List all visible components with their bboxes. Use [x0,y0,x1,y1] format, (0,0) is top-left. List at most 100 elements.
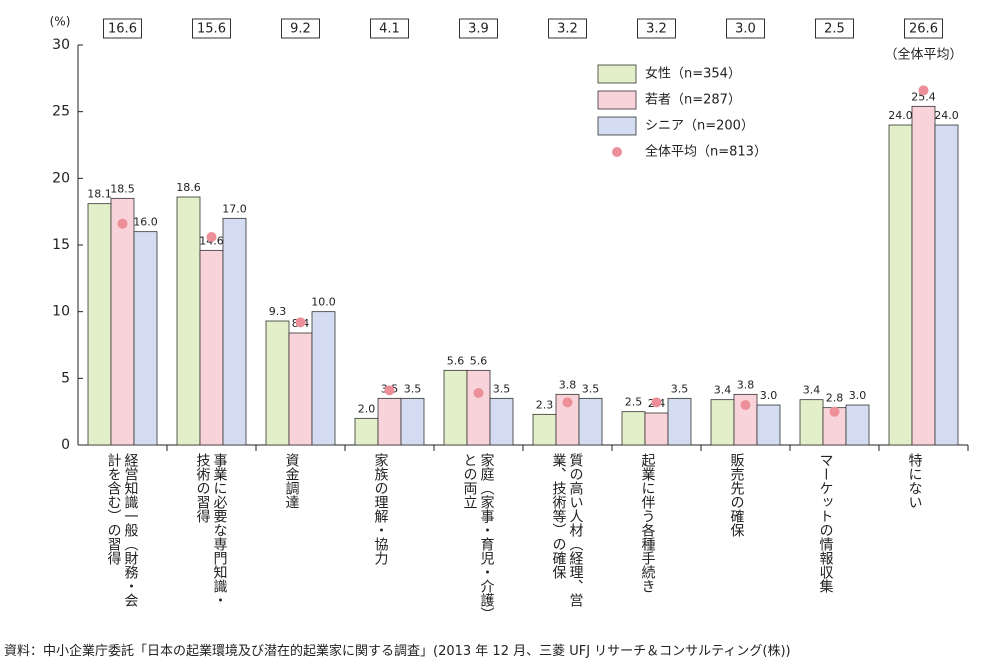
bar [377,397,402,446]
bar [489,397,514,446]
x-tick-label: 経営知識一般（財務・会計を含む）の習得 [105,453,139,607]
x-tick-label: 資金調達 [283,453,300,509]
legend-swatch [612,147,622,157]
average-box-label: 3.2 [557,22,578,37]
y-tick-label: 25 [52,104,70,120]
data-label: 3.5 [493,382,511,395]
average-box-label: 3.9 [468,22,489,37]
average-box [103,18,142,39]
average-dot [295,317,306,328]
average-box [815,18,854,39]
x-tick-label: 家庭（家事・育児・介護）との両立 [461,453,495,614]
bar [667,397,692,446]
data-label: 3.5 [671,382,689,395]
data-label: 25.4 [911,90,936,103]
data-label: 3.5 [404,382,422,395]
average-dot [206,232,217,242]
average-box [281,18,320,39]
bar [578,397,603,446]
bar [133,231,158,446]
average-box-label: 16.6 [108,22,137,37]
legend-label: 全体平均（n=813） [645,144,767,160]
bar [621,411,646,446]
data-label: 2.0 [358,402,376,415]
y-tick-label: 10 [52,304,70,320]
average-box [548,18,587,39]
x-tick-label: 事業に必要な専門知識・技術の習得 [194,453,228,607]
data-label: 3.0 [760,389,778,402]
legend-swatch [597,116,637,136]
y-tick-label: 20 [52,170,70,186]
x-tick-label: 販売先の確保 [728,453,745,537]
data-label: 3.4 [803,384,821,397]
bar [532,413,557,446]
legend-swatch [597,90,637,110]
average-dot [117,218,128,229]
y-tick-label: 15 [52,237,70,253]
average-dot [473,388,484,398]
average-box [637,18,676,39]
bar [466,369,491,446]
bar [354,417,379,446]
bar [222,217,247,446]
data-label: 18.1 [87,188,112,201]
average-box-label: 9.2 [290,22,311,37]
annotation: （全体平均） [884,47,962,63]
data-label: 3.0 [849,389,867,402]
bar [756,404,781,446]
average-box-label: 4.1 [379,22,400,37]
bar [176,196,201,446]
average-dot [384,385,395,396]
average-dot [651,397,662,408]
data-label: 10.0 [311,296,336,309]
bar [288,332,313,446]
data-label: 3.8 [559,378,577,391]
bar [710,399,735,446]
x-tick-label: 起業に伴う各種手続き [639,453,656,593]
data-label: 18.5 [110,182,135,195]
data-label: 2.3 [536,398,554,411]
average-dot [918,85,929,96]
y-axis-label: (%) [50,15,71,29]
average-box [370,18,409,39]
legend-label: 女性（n=354） [645,66,741,82]
y-tick-label: 0 [61,437,70,453]
bar [87,203,112,446]
average-box-label: 26.6 [909,22,938,37]
x-tick-label: 質の高い人材（経理、営業、技術等）の確保 [550,453,584,607]
bar [911,105,936,446]
average-dot [829,406,840,417]
average-box-label: 3.0 [735,22,756,37]
bar [265,320,290,446]
x-tick-label: 家族の理解・協力 [372,453,389,565]
x-tick-label: マーケットの情報収集 [817,453,834,593]
data-label: 2.5 [625,396,643,409]
data-label: 18.6 [176,181,201,194]
bar [311,311,336,446]
legend-label: 若者（n=287） [645,92,741,108]
source-note: 資料：中小企業庁委託「日本の起業環境及び潜在的起業家に関する調査」(2013 年… [4,644,791,659]
bar [199,249,224,446]
bar [644,412,669,446]
average-box [192,18,231,39]
y-tick-label: 30 [52,37,70,53]
bar [934,124,959,446]
data-label: 24.0 [934,109,959,122]
data-label: 5.6 [447,354,465,367]
average-dot [740,400,751,410]
average-box-label: 15.6 [197,22,226,37]
data-label: 24.0 [888,109,913,122]
bar [888,124,913,446]
average-box-label: 3.2 [646,22,667,37]
legend-label: シニア（n=200） [645,119,754,134]
data-label: 3.4 [714,384,732,397]
data-label: 3.5 [582,382,600,395]
average-box [904,18,943,39]
bar [845,404,870,446]
bar [443,369,468,446]
bar [799,399,824,446]
x-tick-label: 特にない [906,453,923,509]
average-box [459,18,498,39]
